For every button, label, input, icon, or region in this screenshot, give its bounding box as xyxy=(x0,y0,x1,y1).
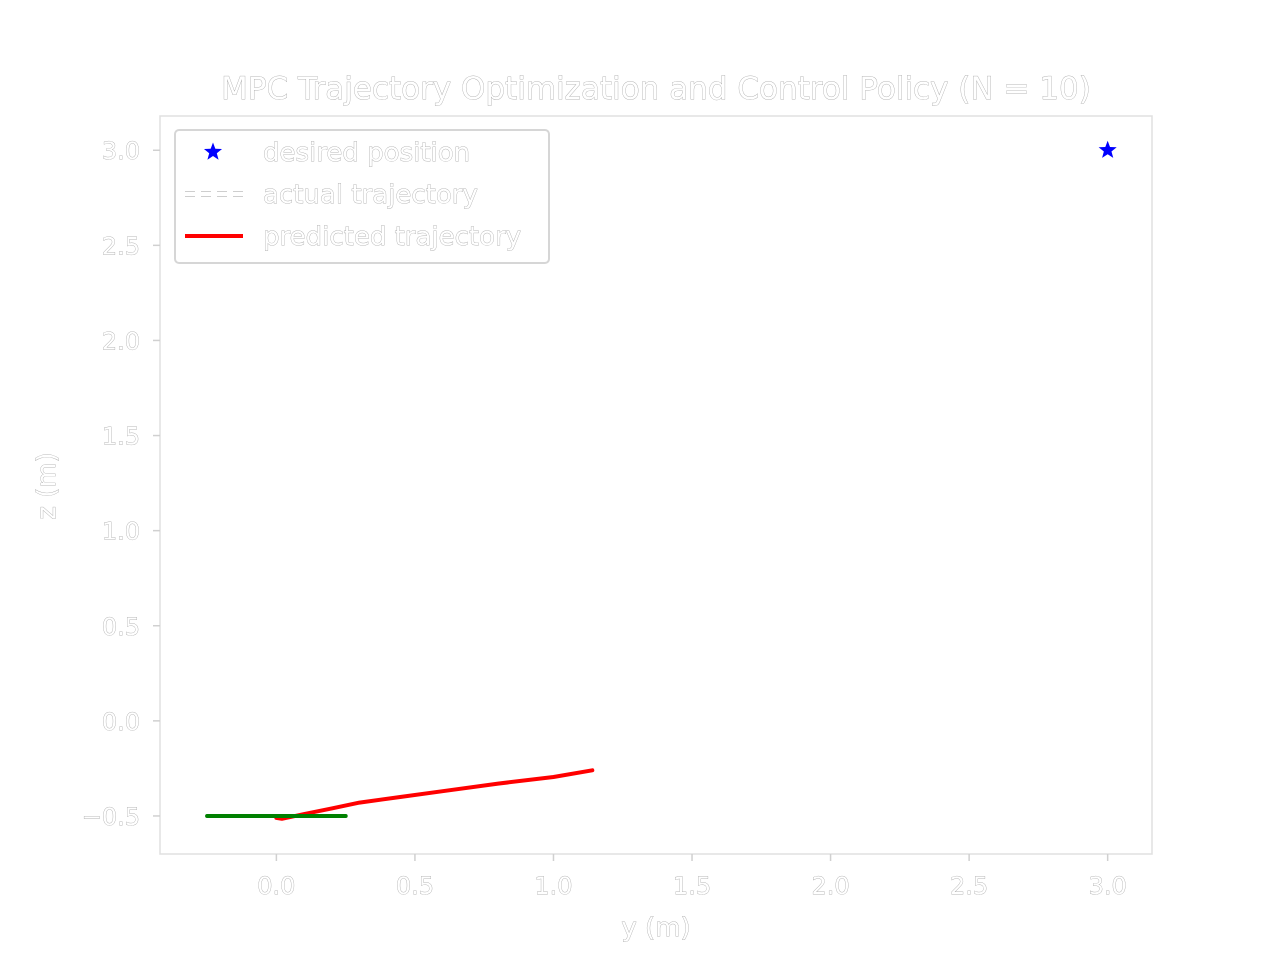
y-tick-label: 1.0 xyxy=(102,518,140,546)
legend: desired position actual trajectory predict… xyxy=(174,129,550,264)
y-tick-label: 0.0 xyxy=(102,708,140,736)
predicted-trajectory-line xyxy=(274,768,595,821)
x-tick-label: 3.0 xyxy=(1089,872,1127,900)
legend-star-icon xyxy=(203,142,223,160)
x-tick-label: 2.0 xyxy=(811,872,849,900)
x-tick-label: 2.5 xyxy=(950,872,988,900)
legend-label: predicted trajectory xyxy=(263,222,521,252)
legend-box xyxy=(174,129,550,264)
y-axis-label: z (m) xyxy=(32,452,62,520)
chart-title: MPC Trajectory Optimization and Control … xyxy=(221,71,1091,107)
y-tick-label: 3.0 xyxy=(102,137,140,165)
desired-position-marker xyxy=(1098,140,1117,158)
x-tick-label: 0.0 xyxy=(257,872,295,900)
y-tick-label: 1.5 xyxy=(102,423,140,451)
y-tick-label: 2.5 xyxy=(102,232,140,260)
y-tick-label: −0.5 xyxy=(82,803,140,831)
legend-label: desired position xyxy=(263,138,470,168)
x-axis-label: y (m) xyxy=(621,913,690,943)
x-tick-label: 1.0 xyxy=(534,872,572,900)
axes-frame xyxy=(159,115,1153,855)
x-tick-label: 1.5 xyxy=(673,872,711,900)
y-tick-label: 0.5 xyxy=(102,613,140,641)
x-tick-label: 0.5 xyxy=(396,872,434,900)
plot-area: 0.0 0.5 1.0 1.5 2.0 2.5 3.0 −0.5 0.0 0.5 1.0 1.5 2.0… xyxy=(81,115,1153,900)
y-tick-label: 2.0 xyxy=(102,327,140,355)
legend-label: actual trajectory xyxy=(263,180,478,210)
